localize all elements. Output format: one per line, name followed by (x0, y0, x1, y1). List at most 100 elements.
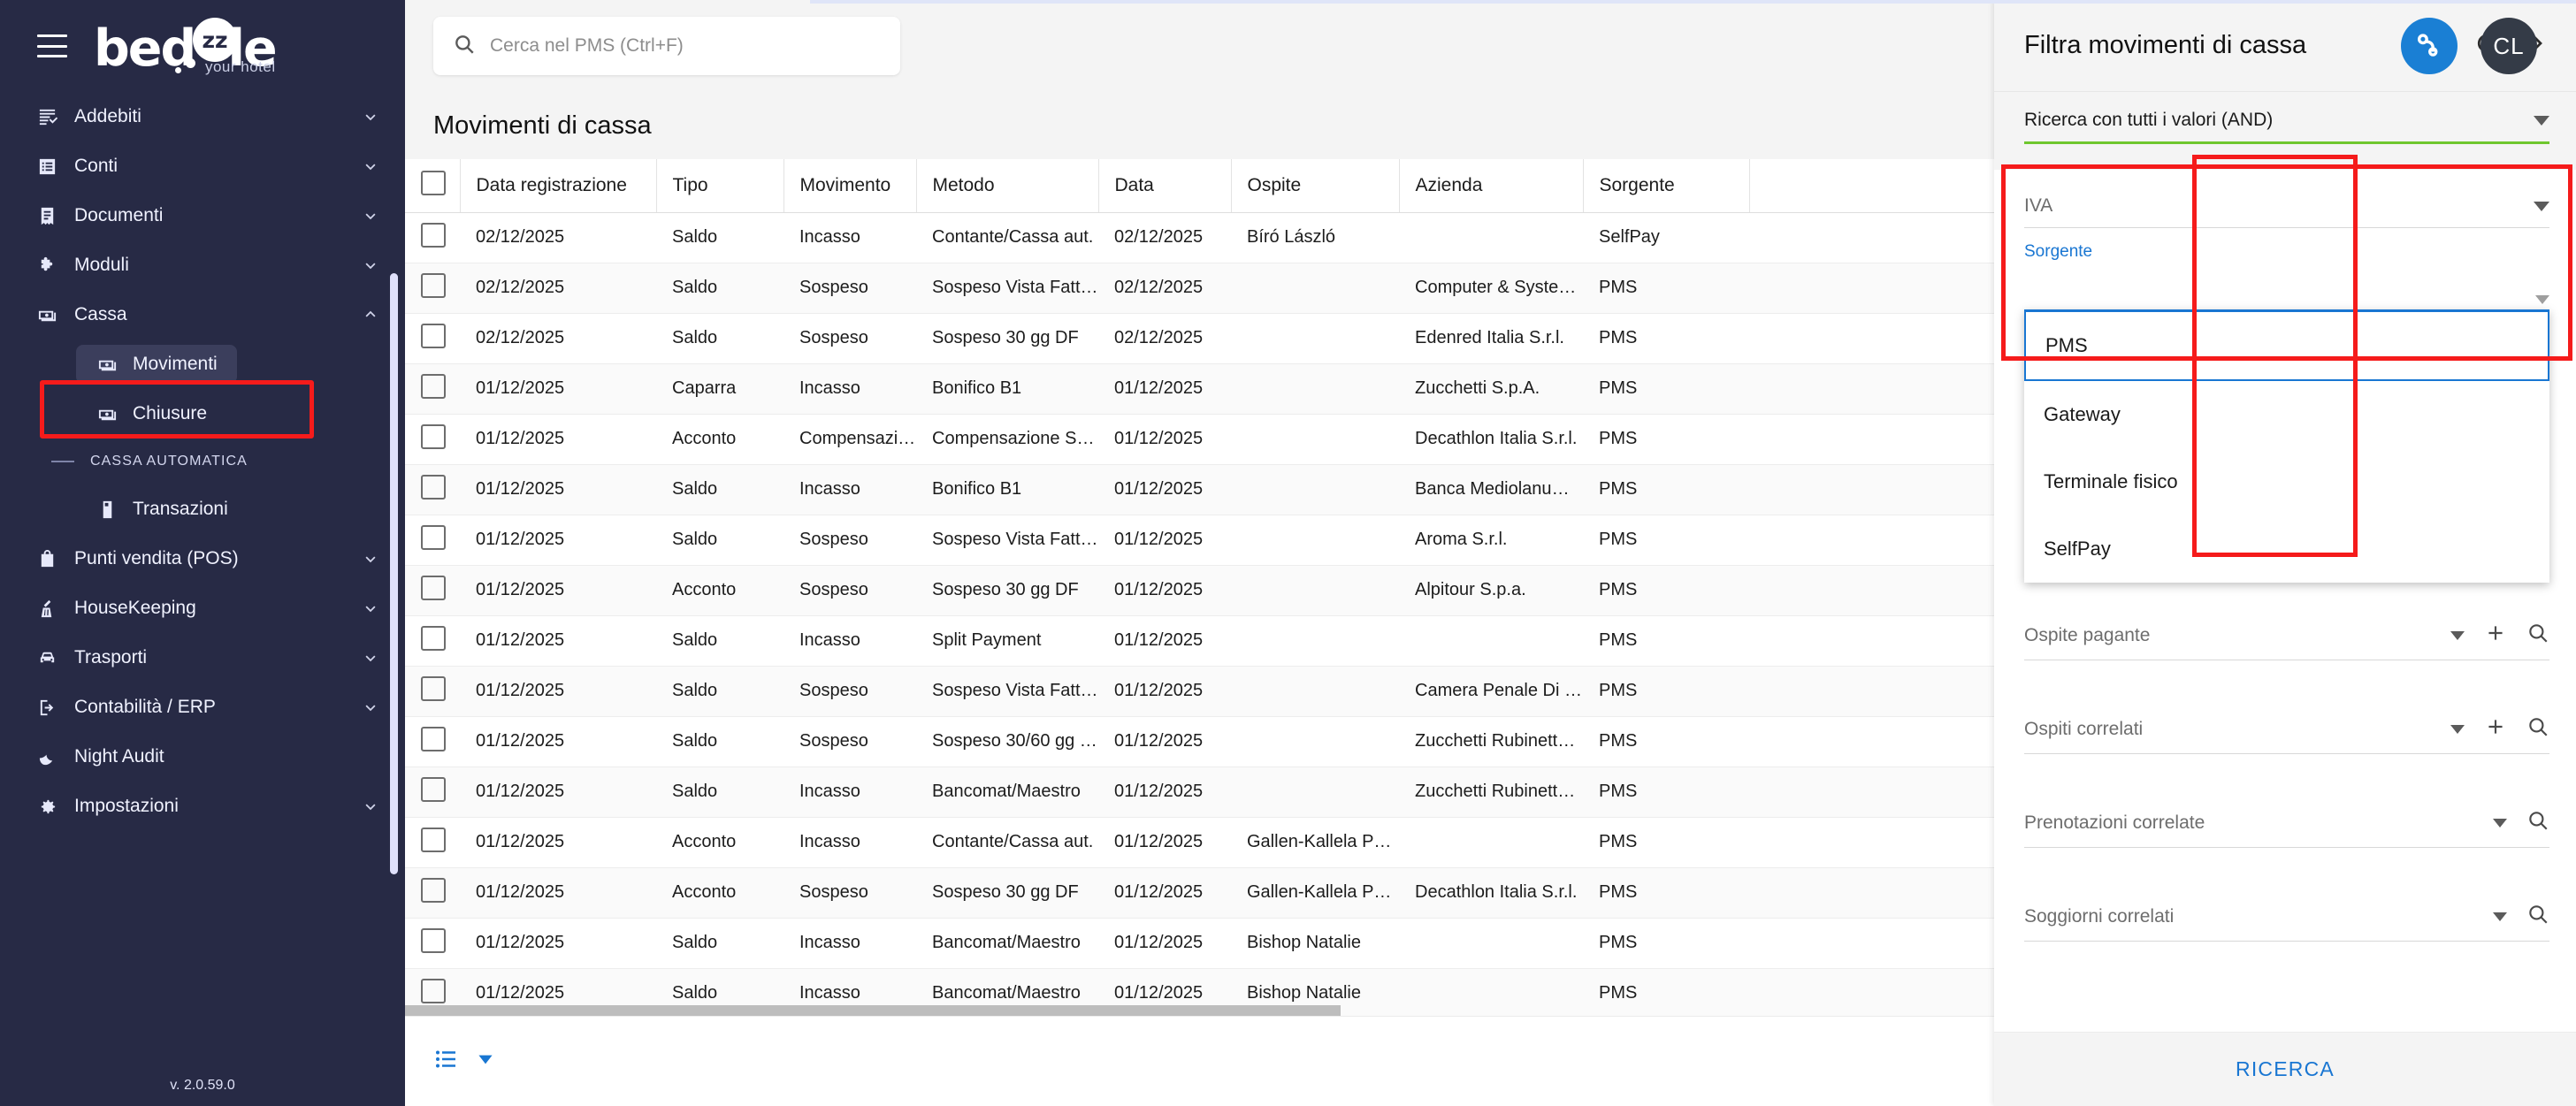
cell-movimento: Compensazio… (784, 414, 916, 465)
add-icon[interactable] (2484, 715, 2507, 743)
sidebar-item-moduli[interactable]: Moduli (0, 240, 405, 290)
search-icon (453, 33, 476, 60)
sidebar-item-conti[interactable]: Conti (0, 141, 405, 191)
row-checkbox[interactable] (421, 222, 446, 248)
search-icon[interactable] (2526, 809, 2549, 836)
sorgente-option-terminale-fisico[interactable]: Terminale fisico (2044, 470, 2178, 492)
chevron-down-icon[interactable] (361, 648, 380, 667)
and-mode-select[interactable]: Ricerca con tutti i valori (AND) (2024, 110, 2549, 144)
filter-field-prenotazioni-correlate[interactable]: Prenotazioni correlate (1994, 789, 2576, 848)
row-checkbox[interactable] (421, 323, 446, 348)
cell-azienda (1399, 212, 1583, 263)
search-icon[interactable] (2526, 622, 2549, 649)
search-input[interactable] (490, 35, 881, 57)
sidebar-item-addebiti[interactable]: Addebiti (0, 92, 405, 141)
hamburger-menu-icon[interactable] (37, 34, 67, 57)
filter-field-ospite-pagante[interactable]: Ospite pagante (1994, 602, 2576, 660)
filter-field-ospiti-correlati[interactable]: Ospiti correlati (1994, 696, 2576, 754)
sorgente-option-pms[interactable]: PMS (2024, 312, 2549, 381)
cell-data-registrazione: 01/12/2025 (460, 515, 656, 566)
row-checkbox[interactable] (421, 575, 446, 600)
sidebar-item-punti-vendita-pos[interactable]: Punti vendita (POS) (0, 534, 405, 584)
row-checkbox[interactable] (421, 423, 446, 449)
row-checkbox[interactable] (421, 373, 446, 399)
column-header-movimento[interactable]: Movimento (784, 159, 917, 213)
chevron-down-icon[interactable] (361, 599, 380, 618)
row-checkbox[interactable] (421, 675, 446, 701)
sorgente-option-gateway[interactable]: Gateway (2044, 403, 2121, 425)
add-icon[interactable] (2484, 622, 2507, 649)
chevron-down-icon[interactable] (361, 156, 380, 176)
global-search[interactable] (433, 17, 900, 75)
chevron-down-icon[interactable] (361, 549, 380, 568)
filter-field-label: Ospiti correlati (2024, 718, 2144, 739)
filter-field-iva[interactable]: IVA (1994, 170, 2576, 228)
column-header-tipo[interactable]: Tipo (656, 159, 784, 213)
chevron-down-icon[interactable] (361, 797, 380, 816)
column-header-ospite[interactable]: Ospite (1231, 159, 1400, 213)
cell-metodo: Split Payment (916, 615, 1098, 667)
search-icon[interactable] (2526, 715, 2549, 743)
sidebar-item-trasporti[interactable]: Trasporti (0, 633, 405, 683)
chevron-down-icon[interactable] (2493, 911, 2507, 921)
sidebar-item-label: Contabilità / ERP (74, 697, 216, 717)
search-filter-button[interactable]: RICERCA (1994, 1032, 2576, 1106)
table-row[interactable]: 02/12/2025 Saldo Sospeso Sospeso 30 gg DF 02… (405, 313, 2386, 364)
chevron-down-icon[interactable] (361, 256, 380, 275)
chevron-down-icon[interactable] (2534, 201, 2549, 211)
sidebar-item-night-audit[interactable]: Night Audit (0, 732, 405, 782)
row-checkbox[interactable] (421, 776, 446, 802)
row-checkbox[interactable] (421, 524, 446, 550)
filter-field-sorgente[interactable] (1994, 262, 2576, 304)
row-checkbox[interactable] (421, 978, 446, 1003)
column-header-data-registrazione[interactable]: Data registrazione (460, 159, 657, 213)
column-header-azienda[interactable]: Azienda (1399, 159, 1584, 213)
sidebar-item-contabilita-erp[interactable]: Contabilità / ERP (0, 683, 405, 732)
chevron-down-icon[interactable] (2535, 295, 2549, 304)
row-checkbox[interactable] (421, 474, 446, 500)
row-checkbox[interactable] (421, 726, 446, 751)
sidebar-item-cassa[interactable]: Cassa (0, 290, 405, 339)
sorgente-option-selfpay[interactable]: SelfPay (2044, 538, 2111, 560)
cell-data-registrazione: 01/12/2025 (460, 817, 656, 868)
sidebar-item-chiusure[interactable]: Chiusure (0, 389, 405, 439)
filter-field-soggiorni-correlati[interactable]: Soggiorni correlati (1994, 883, 2576, 942)
column-header-metodo[interactable]: Metodo (916, 159, 1099, 213)
sidebar-item-transazioni[interactable]: Transazioni (0, 484, 405, 534)
filter-panel: Filtra movimenti di cassa Ricerca con tu… (1994, 0, 2576, 1106)
sidebar-item-documenti[interactable]: Documenti (0, 191, 405, 240)
terminal-icon (96, 498, 118, 521)
sidebar-item-impostazioni[interactable]: Impostazioni (0, 782, 405, 831)
sidebar-item-housekeeping[interactable]: HouseKeeping (0, 584, 405, 633)
chevron-down-icon[interactable] (2450, 724, 2465, 734)
cash-icon (96, 402, 118, 425)
chevron-down-icon[interactable] (2493, 818, 2507, 828)
list-box-icon (35, 155, 58, 178)
hscroll-thumb[interactable] (405, 1005, 1341, 1016)
sidebar-scrollbar[interactable] (390, 273, 398, 874)
chevron-down-icon[interactable] (361, 107, 380, 126)
chevron-up-icon[interactable] (361, 305, 380, 324)
row-checkbox[interactable] (421, 877, 446, 903)
list-view-icon[interactable] (433, 1046, 460, 1077)
row-checkbox[interactable] (421, 625, 446, 651)
row-checkbox[interactable] (421, 927, 446, 953)
cell-sorgente: PMS (1583, 716, 1749, 767)
select-all-checkbox[interactable] (421, 170, 446, 195)
sidebar-item-label: Movimenti (133, 354, 218, 374)
cell-sorgente: PMS (1583, 464, 1749, 515)
view-dropdown-caret-icon[interactable] (474, 1048, 497, 1075)
user-avatar[interactable]: CL (2480, 18, 2537, 74)
row-checkbox[interactable] (421, 827, 446, 852)
cell-data: 01/12/2025 (1098, 515, 1231, 566)
row-checkbox[interactable] (421, 272, 446, 298)
sidebar-item-movimenti[interactable]: Movimenti (0, 339, 405, 389)
table-horizontal-scrollbar[interactable] (405, 1003, 1944, 1016)
chevron-down-icon[interactable] (2450, 630, 2465, 640)
chevron-down-icon[interactable] (361, 206, 380, 225)
column-header-sorgente[interactable]: Sorgente (1583, 159, 1750, 213)
integrations-button[interactable] (2401, 18, 2458, 74)
chevron-down-icon[interactable] (361, 698, 380, 717)
search-icon[interactable] (2526, 903, 2549, 930)
column-header-data[interactable]: Data (1098, 159, 1232, 213)
